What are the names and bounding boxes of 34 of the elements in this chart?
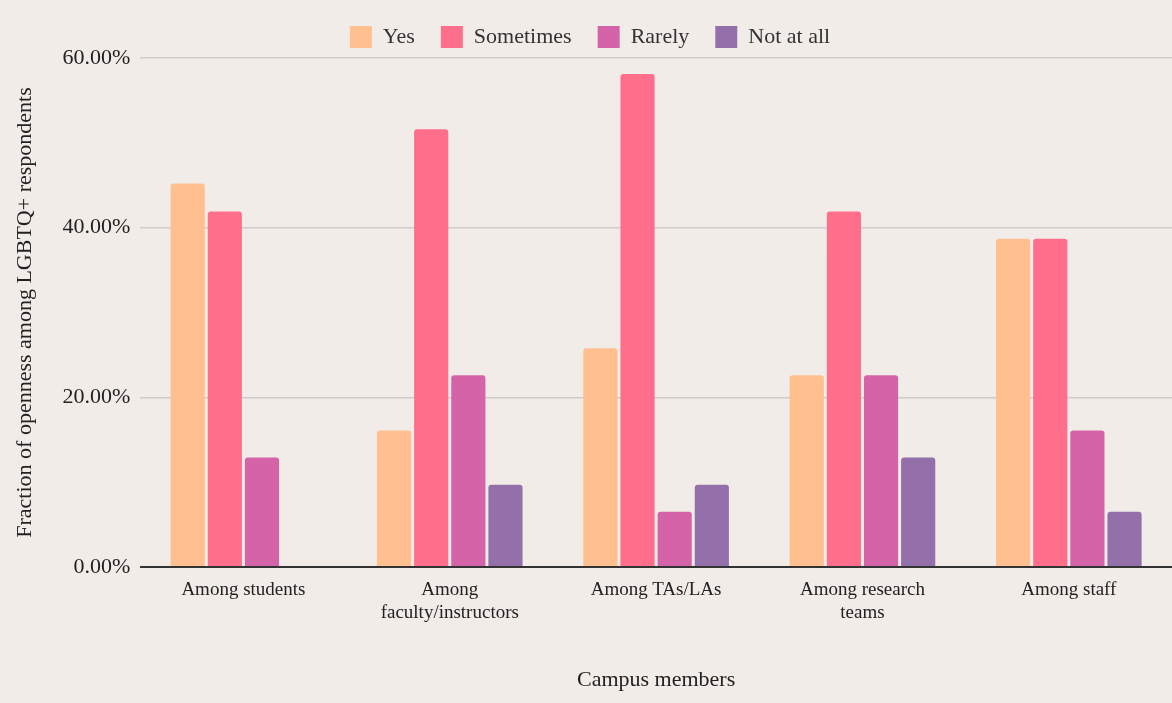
y-tick-label: 60.00% (62, 43, 131, 69)
y-tick-label: 0.00% (73, 552, 131, 578)
x-tick-label: Among research teams (799, 578, 926, 623)
y-tick-label: 40.00% (62, 213, 131, 239)
bar (694, 484, 729, 566)
y-tick-label: 20.00% (62, 383, 131, 409)
bar (789, 375, 824, 566)
legend-label: Rarely (630, 22, 690, 48)
bar (488, 484, 523, 566)
bar (996, 238, 1031, 566)
legend-label: Yes (382, 22, 415, 48)
legend-label: Sometimes (473, 22, 572, 48)
x-tick-label: Among staff (1021, 578, 1118, 600)
bar (170, 183, 205, 566)
bar (826, 211, 861, 566)
y-axis-title: Fraction of openness among LGBTQ+ respondents (10, 87, 36, 538)
bar (244, 457, 280, 566)
bar (583, 348, 618, 566)
bar (1070, 430, 1105, 566)
bar (451, 375, 486, 566)
x-tick-label: Among TAs/LAs (590, 578, 722, 600)
x-tick-label: Among faculty/instructors (380, 578, 519, 623)
bar (657, 511, 692, 566)
bar (863, 375, 899, 566)
x-tick-label: Among students (181, 578, 306, 600)
bar (376, 430, 412, 566)
bar (620, 74, 655, 566)
bar (1107, 511, 1142, 566)
legend-label: Not at all (748, 22, 831, 48)
bar (207, 211, 242, 566)
bar (1033, 238, 1068, 566)
bar (414, 129, 449, 566)
x-axis-title: Campus members (576, 665, 736, 691)
bar (901, 457, 936, 566)
